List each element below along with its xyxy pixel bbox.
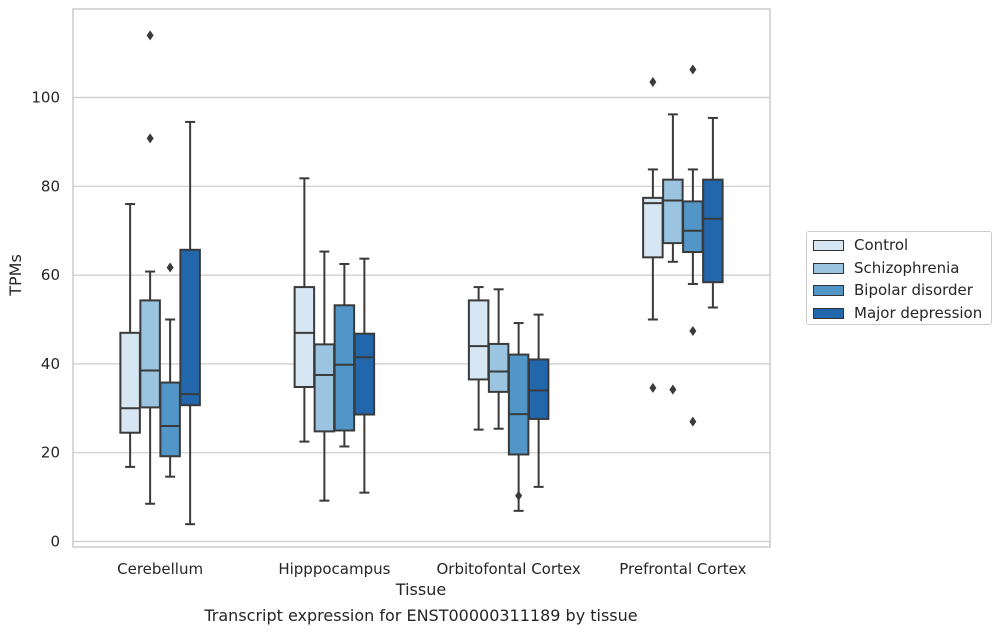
box-s2-c0 — [159, 262, 181, 478]
box-s1-c3-iqr — [662, 178, 684, 245]
y-tick-labels: 0 20 40 60 80 100 — [31, 89, 60, 551]
legend-swatch-control — [813, 239, 844, 251]
box-s1-c1 — [313, 250, 336, 502]
y-tick-label-60: 60 — [41, 266, 60, 284]
box-s1-c3-flier-0 — [669, 384, 677, 395]
box-s3-c0 — [179, 120, 201, 526]
box-s2-c3-flier-2 — [689, 64, 697, 75]
y-tick-label-20: 20 — [41, 444, 60, 462]
legend-label-schizophrenia: Schizophrenia — [854, 259, 960, 277]
box-s0-c2 — [467, 286, 490, 431]
box-s0-c2-iqr — [467, 299, 490, 381]
y-tick-label-100: 100 — [31, 89, 60, 107]
chart-caption: Transcript expression for ENST0000031118… — [204, 606, 638, 625]
box-s2-c2-flier-0 — [515, 490, 523, 501]
y-tick-label-40: 40 — [41, 355, 60, 373]
x-tick-label-3: Prefrontal Cortex — [619, 560, 746, 578]
box-s0-c0-iqr — [119, 331, 141, 434]
box-s0-c3 — [642, 76, 664, 393]
box-s2-c3-flier-0 — [689, 326, 697, 337]
box-s3-c2-iqr — [527, 358, 550, 420]
legend-label-bipolar-disorder: Bipolar disorder — [854, 281, 973, 299]
box-s1-c2-iqr — [487, 342, 510, 393]
legend-swatch-bipolar-disorder — [813, 284, 844, 296]
box-s2-c2 — [507, 322, 530, 512]
box-s3-c3 — [702, 116, 724, 309]
plot-area-frame — [72, 8, 771, 548]
box-s2-c0-iqr — [159, 381, 181, 458]
box-s1-c0-flier-0 — [146, 133, 154, 144]
box-s1-c0 — [139, 30, 161, 505]
box-s1-c0-iqr — [139, 299, 161, 409]
legend-swatch-major-depression — [813, 307, 844, 319]
box-s3-c1-iqr — [353, 332, 376, 416]
x-tick-label-1: Hipppocampus — [278, 560, 390, 578]
box-s2-c3-iqr — [682, 200, 704, 254]
legend-swatch-schizophrenia — [813, 262, 844, 274]
box-s2-c1 — [333, 263, 356, 448]
legend: Control Schizophrenia Bipolar disorder M… — [806, 231, 992, 325]
box-s0-c1-iqr — [293, 286, 316, 388]
box-s0-c3-flier-1 — [649, 76, 657, 87]
box-s3-c0-iqr — [179, 248, 201, 407]
legend-item-schizophrenia: Schizophrenia — [813, 258, 959, 278]
box-s2-c2-iqr — [507, 353, 530, 456]
box-s2-c1-iqr — [333, 304, 356, 432]
legend-label-control: Control — [854, 236, 909, 254]
box-s3-c3-iqr — [702, 178, 724, 284]
box-s1-c2 — [487, 288, 510, 430]
box-s1-c1-iqr — [313, 343, 336, 433]
legend-item-major-depression: Major depression — [813, 303, 982, 323]
x-tick-labels: Cerebellum Hipppocampus Orbitofontal Corte… — [117, 560, 746, 578]
x-tick-label-0: Cerebellum — [117, 560, 203, 578]
box-s0-c3-iqr — [642, 196, 664, 259]
box-groups — [119, 30, 724, 526]
legend-item-bipolar-disorder: Bipolar disorder — [813, 280, 973, 300]
box-s3-c2 — [527, 313, 550, 488]
y-tick-label-80: 80 — [41, 177, 60, 195]
box-s3-c1 — [353, 257, 376, 494]
legend-item-control: Control — [813, 235, 908, 255]
box-s1-c0-flier-1 — [146, 30, 154, 41]
y-tick-label-0: 0 — [50, 533, 60, 551]
x-tick-label-2: Orbitofontal Cortex — [437, 560, 581, 578]
y-axis-title: TPMs — [6, 254, 25, 297]
legend-label-major-depression: Major depression — [854, 304, 983, 322]
box-s0-c0 — [119, 203, 141, 468]
x-axis-title: Tissue — [395, 580, 446, 599]
box-s2-c3-flier-1 — [689, 416, 697, 427]
box-s2-c0-flier-0 — [166, 262, 174, 273]
box-s0-c1 — [293, 177, 316, 443]
box-s0-c3-flier-0 — [649, 382, 657, 393]
